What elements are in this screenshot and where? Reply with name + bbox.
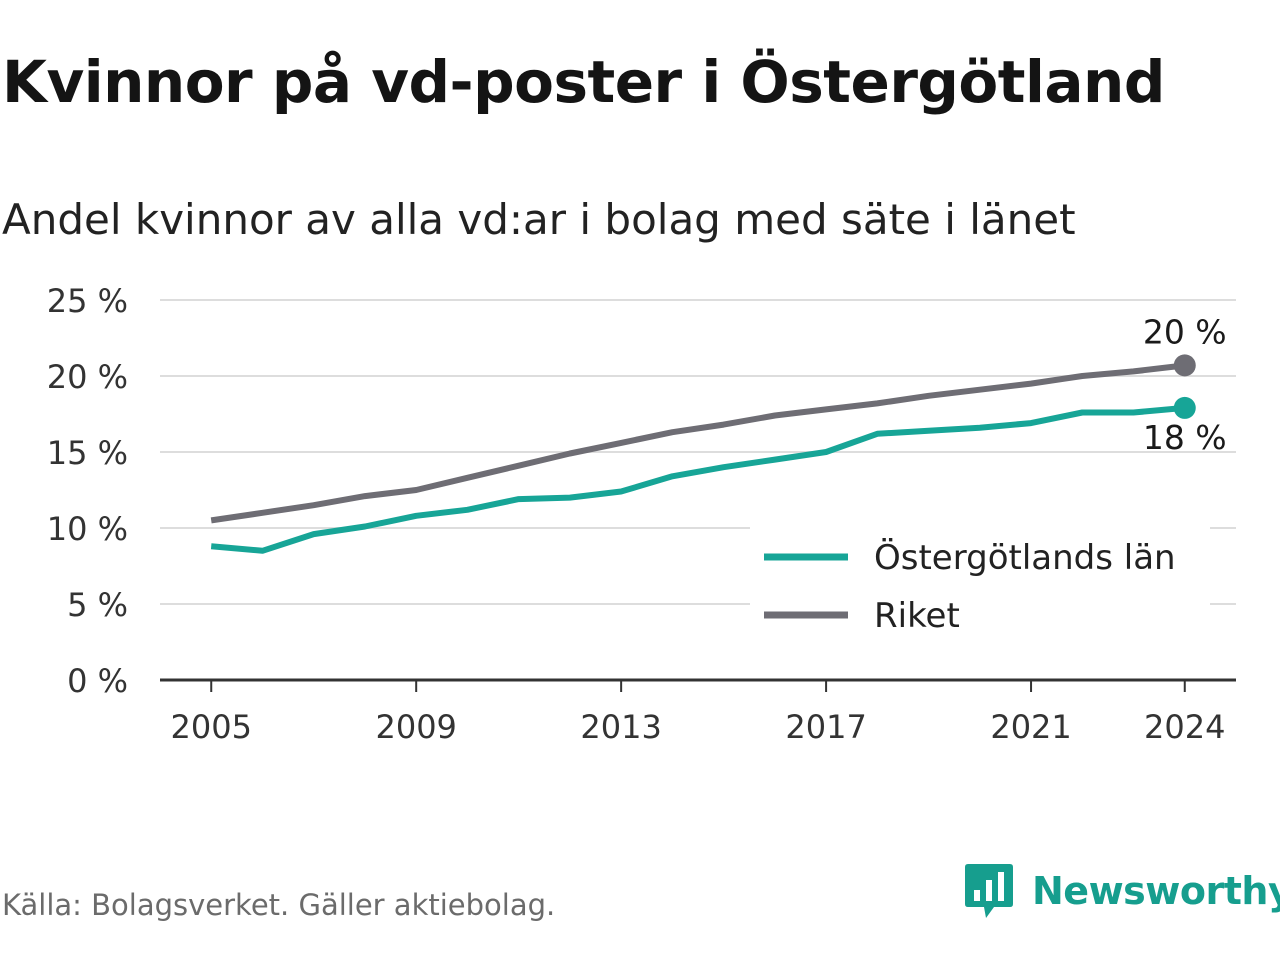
chart-subtitle: Andel kvinnor av alla vd:ar i bolag med … [2, 195, 1076, 244]
x-tick-label: 2009 [375, 708, 456, 746]
x-tick-label: 2013 [580, 708, 661, 746]
x-tick-label: 2024 [1144, 708, 1225, 746]
newsworthy-icon [965, 864, 1013, 918]
brand-name: Newsworthy [1032, 869, 1280, 913]
chart-title: Kvinnor på vd-poster i Östergötland [2, 48, 1165, 116]
y-tick-label: 15 % [47, 434, 128, 472]
newsworthy-logo[interactable]: Newsworthy [964, 862, 1280, 920]
legend-label-ostergotland: Östergötlands län [874, 537, 1176, 578]
end-point-ostergotland [1173, 396, 1196, 419]
x-tick-label: 2021 [990, 708, 1071, 746]
legend-label-riket: Riket [874, 596, 960, 636]
source-note: Källa: Bolagsverket. Gäller aktiebolag. [2, 888, 556, 922]
x-tick-label: 2017 [785, 708, 866, 746]
y-tick-label: 20 % [47, 358, 128, 396]
y-tick-label: 5 % [67, 586, 128, 624]
end-label-ostergotland: 18 % [1143, 418, 1227, 457]
y-tick-label: 10 % [47, 510, 128, 548]
line-chart: 0 % 5 % 10 % 15 % 20 % 25 % 2005 2009 2013 2017 20… [47, 282, 1236, 746]
y-tick-label: 25 % [47, 282, 128, 320]
x-tick-label: 2005 [171, 708, 252, 746]
y-tick-label: 0 % [67, 662, 128, 700]
series-line-ostergotland [210, 404, 1186, 554]
end-label-riket: 20 % [1143, 312, 1227, 351]
end-point-riket [1173, 354, 1196, 377]
series-line-riket [210, 362, 1186, 524]
